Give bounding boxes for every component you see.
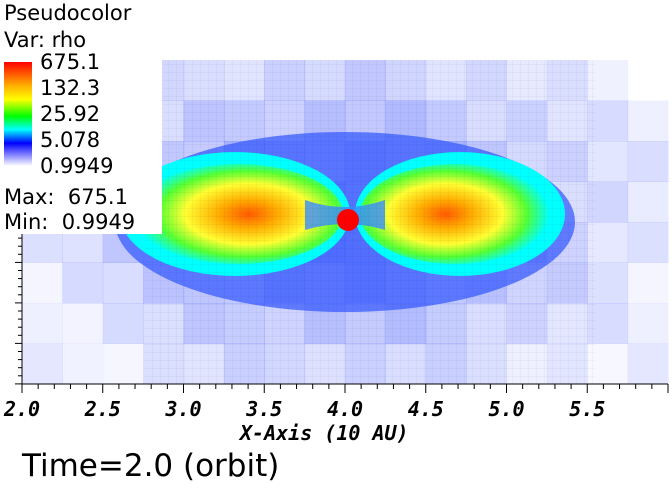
- x-tick-label: 4.5: [408, 397, 444, 421]
- heatmap-cell: [102, 343, 144, 385]
- density-structure: [115, 60, 595, 385]
- colorbar-tick-label: 0.9949: [40, 154, 114, 178]
- colorbar-tick-label: 132.3: [40, 76, 101, 100]
- heatmap-cell: [627, 222, 669, 263]
- x-tick-label: 3.0: [164, 397, 201, 421]
- x-axis-title: X-Axis (10 AU): [240, 421, 409, 445]
- heatmap-cell: [627, 262, 669, 304]
- x-tick-label: 5.5: [569, 397, 605, 421]
- x-tick-label: 2.5: [84, 397, 121, 421]
- legend-min: Min: 0.9949: [4, 210, 136, 234]
- heatmap-cell: [62, 343, 104, 385]
- x-tick-label: 3.5: [245, 397, 282, 421]
- heatmap-cell: [628, 60, 669, 101]
- heatmap-cell: [627, 303, 669, 344]
- heatmap-cell: [627, 100, 669, 142]
- heatmap-cell: [22, 262, 63, 304]
- color-legend: Pseudocolor Var: rho 675.1 132.3 25.92 5…: [0, 0, 162, 234]
- heatmap-cell: [102, 303, 144, 344]
- x-tick-label: 2.0: [3, 397, 40, 421]
- legend-title: Pseudocolor: [4, 1, 132, 25]
- colorbar-tick-label: 5.078: [40, 128, 101, 152]
- heatmap-cell: [22, 343, 63, 385]
- heatmap-cell: [62, 303, 104, 344]
- time-label: Time=2.0 (orbit): [22, 448, 280, 484]
- colorbar-tick-label: 675.1: [40, 50, 101, 74]
- colorbar: [4, 62, 32, 166]
- heatmap-cell: [62, 262, 104, 304]
- heatmap-cell: [22, 303, 63, 344]
- colorbar-tick-label: 25.92: [40, 102, 101, 126]
- legend-max: Max: 675.1: [4, 185, 128, 209]
- x-tick-label: 4.0: [327, 397, 363, 421]
- x-axis-ticks: 2.0 2.5 3.0 3.5 4.0 4.5 5.0 5.5: [3, 384, 669, 421]
- heatmap-cell: [627, 181, 669, 223]
- heatmap-cell: [102, 262, 144, 304]
- legend-variable: Var: rho: [4, 28, 87, 52]
- heatmap-cell: [627, 343, 669, 385]
- heatmap-cell: [627, 141, 669, 182]
- x-tick-label: 5.0: [488, 397, 524, 421]
